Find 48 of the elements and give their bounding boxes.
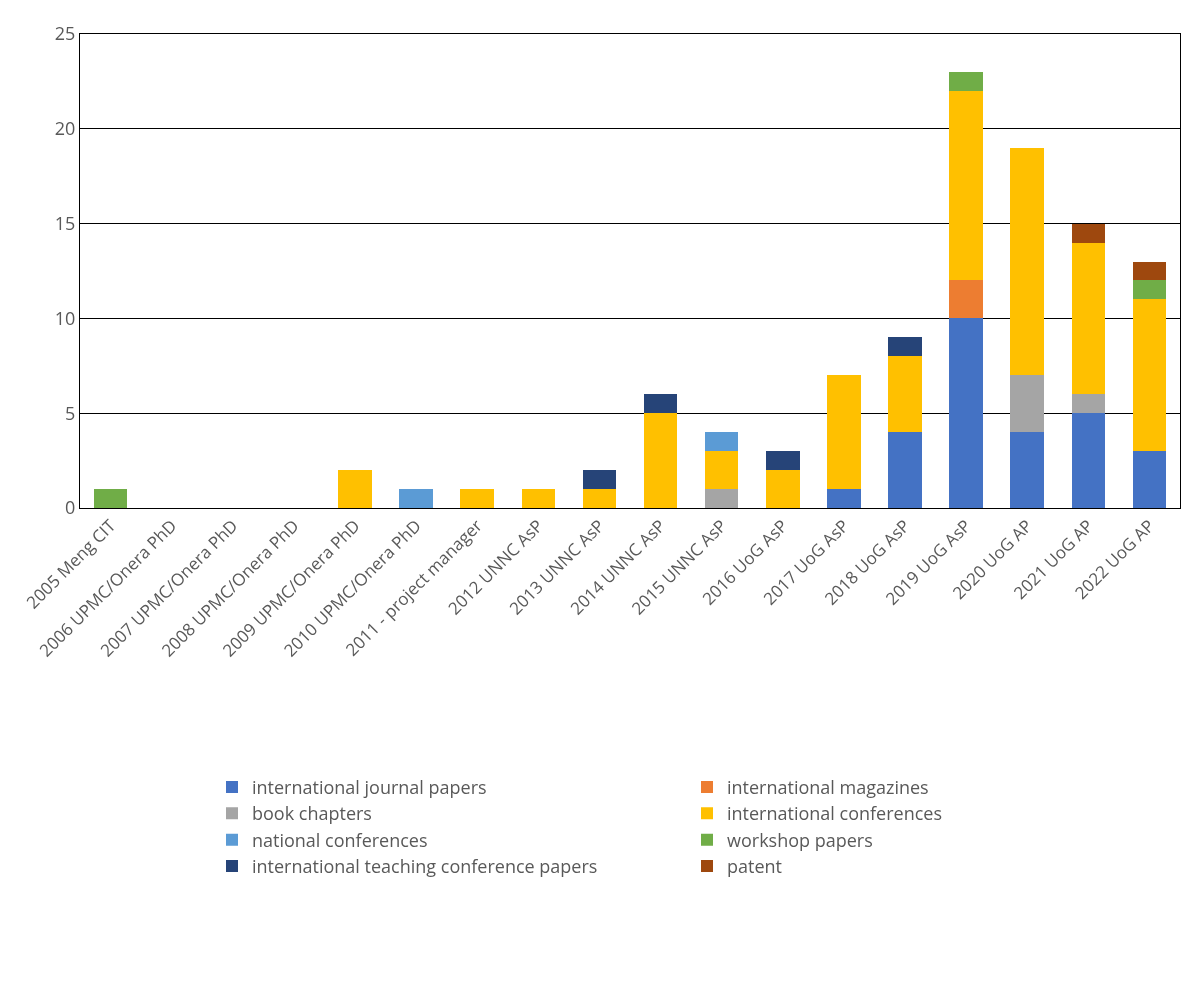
bar [399, 489, 433, 508]
bar [643, 394, 678, 414]
bar [827, 489, 861, 508]
bar [1010, 147, 1045, 376]
legend-label: workshop papers [727, 827, 873, 852]
bar [949, 318, 983, 508]
legend-label: book chapters [252, 801, 372, 826]
y-tick-label: 15 [54, 210, 76, 235]
bar [1132, 280, 1167, 300]
y-tick-label: 25 [54, 21, 76, 46]
bar [521, 489, 556, 508]
bar [888, 432, 922, 508]
bar [765, 470, 800, 508]
bar [1071, 413, 1106, 508]
y-tick-label: 20 [54, 116, 76, 141]
bar [338, 470, 372, 508]
bar [949, 280, 983, 319]
bar [1010, 375, 1045, 433]
bar [1071, 223, 1106, 243]
bar [582, 470, 617, 490]
y-tick-label: 10 [54, 305, 76, 330]
bar [765, 451, 800, 471]
bar [93, 489, 128, 508]
bar [1071, 242, 1106, 395]
bar [949, 71, 983, 91]
bar [827, 375, 861, 490]
bar [888, 356, 922, 433]
bar [1132, 261, 1167, 281]
legend-label: national conferences [252, 827, 428, 852]
bar [888, 337, 922, 357]
y-tick-label: 5 [65, 400, 76, 425]
legend-label: patent [727, 854, 782, 879]
bar [704, 489, 739, 508]
y-tick-label: 0 [65, 495, 76, 520]
legend-label: international teaching conference papers [252, 854, 598, 879]
bar [460, 489, 495, 508]
bar [704, 432, 739, 452]
legend-label: international conferences [727, 801, 943, 826]
legend-label: international magazines [727, 774, 929, 799]
bar [704, 451, 739, 490]
bar [1071, 394, 1106, 414]
bar [1132, 299, 1167, 452]
bar [1010, 432, 1045, 508]
legend-label: international journal papers [252, 774, 487, 799]
bar [643, 413, 678, 508]
bar [582, 489, 617, 508]
bar [1132, 451, 1167, 508]
bar [949, 90, 983, 281]
